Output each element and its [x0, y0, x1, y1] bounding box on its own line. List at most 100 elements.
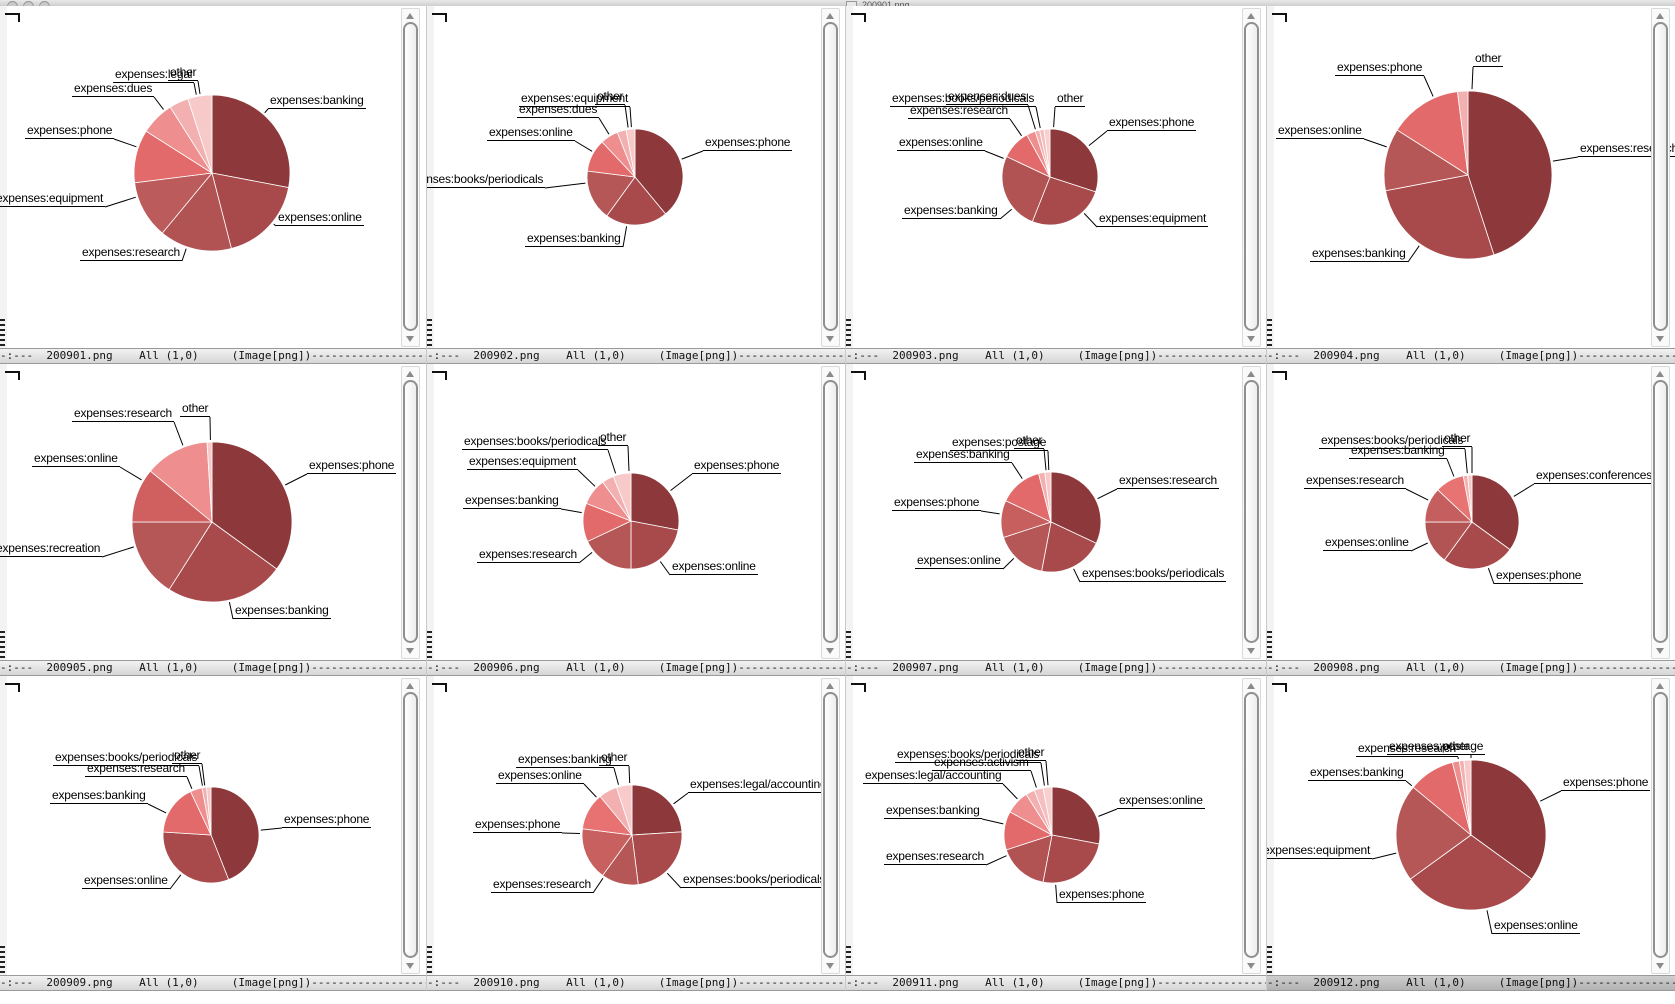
pie-slice: [606, 176, 667, 226]
scrollbar[interactable]: [821, 366, 840, 659]
label-leader-line: [980, 510, 1000, 515]
mode-line[interactable]: -:--- 200902.png All (1,0) (Image[png])-…: [427, 348, 846, 364]
image-corner-mark: [851, 13, 866, 22]
window-title: 200901.png: [862, 0, 910, 7]
mode-line[interactable]: -:--- 200908.png All (1,0) (Image[png])-…: [1267, 660, 1675, 676]
scrollbar-thumb[interactable]: [1244, 22, 1259, 331]
scrollbar[interactable]: [1242, 678, 1261, 974]
scrollbar-thumb[interactable]: [1653, 22, 1668, 331]
scroll-down-icon[interactable]: [1247, 336, 1255, 342]
mode-line[interactable]: -:--- 200909.png All (1,0) (Image[png])-…: [0, 975, 426, 991]
scroll-up-icon[interactable]: [1247, 13, 1255, 19]
editor-window[interactable]: expenses:postage other expenses:banking exp…: [845, 364, 1267, 676]
label-leader-line: [1045, 760, 1049, 786]
pie-slice: [161, 172, 232, 252]
scrollbar-thumb[interactable]: [403, 692, 418, 958]
minimize-window-icon[interactable]: [23, 1, 34, 6]
scrollbar[interactable]: [821, 8, 840, 347]
scrollbar[interactable]: [821, 678, 840, 974]
editor-window[interactable]: expenses:books/periodicals other expenses:…: [0, 676, 426, 991]
scrollbar-thumb[interactable]: [1244, 692, 1259, 958]
left-fringe: [1267, 364, 1274, 660]
editor-window[interactable]: expenses:banking other expenses:online expe…: [426, 676, 846, 991]
mode-line[interactable]: -:--- 200910.png All (1,0) (Image[png])-…: [427, 975, 846, 991]
scroll-down-icon[interactable]: [406, 336, 414, 342]
close-window-icon[interactable]: [7, 1, 18, 6]
editor-window[interactable]: expenses:books/periodicals other expenses:…: [845, 676, 1267, 991]
scrollbar[interactable]: [1651, 678, 1670, 974]
scrollbar[interactable]: [1242, 366, 1261, 659]
label-leader-line: [1513, 483, 1535, 497]
scroll-up-icon[interactable]: [406, 13, 414, 19]
scroll-up-icon[interactable]: [406, 371, 414, 377]
scrollbar[interactable]: [401, 678, 420, 974]
slice-label: expenses:banking: [884, 803, 982, 819]
scrollbar-thumb[interactable]: [403, 22, 418, 331]
slice-label: expenses:phone: [25, 123, 115, 139]
pie-slice: [1042, 834, 1100, 884]
label-leader-line: [260, 827, 283, 831]
scroll-down-icon[interactable]: [826, 336, 834, 342]
editor-window[interactable]: expenses:equipment other expenses:dues expe…: [426, 6, 846, 364]
scrollbar-thumb[interactable]: [1244, 380, 1259, 643]
scrollbar[interactable]: [401, 366, 420, 659]
mode-line[interactable]: -:--- 200911.png All (1,0) (Image[png])-…: [846, 975, 1267, 991]
scroll-up-icon[interactable]: [826, 13, 834, 19]
zoom-window-icon[interactable]: [39, 1, 50, 6]
editor-window[interactable]: expenses:research other expenses:online exp…: [0, 364, 426, 676]
scroll-down-icon[interactable]: [826, 963, 834, 969]
pie-slice: [131, 521, 213, 591]
editor-window[interactable]: expenses:research expenses:postage other ex…: [1266, 676, 1675, 991]
scrollbar-thumb[interactable]: [1653, 692, 1668, 958]
scroll-down-icon[interactable]: [1247, 963, 1255, 969]
scroll-up-icon[interactable]: [1656, 683, 1664, 689]
scroll-down-icon[interactable]: [406, 963, 414, 969]
label-leader-line: [1098, 808, 1118, 817]
scroll-down-icon[interactable]: [1247, 648, 1255, 654]
slice-label: expenses:postage: [950, 435, 1049, 451]
mode-line[interactable]: -:--- 200905.png All (1,0) (Image[png])-…: [0, 660, 426, 676]
scroll-down-icon[interactable]: [826, 648, 834, 654]
mode-line[interactable]: -:--- 200912.png All (1,0) (Image[png])-…: [1267, 975, 1675, 991]
scrollbar-thumb[interactable]: [823, 692, 838, 958]
editor-window[interactable]: expenses:books/periodicals other expenses:…: [1266, 364, 1675, 676]
scrollbar[interactable]: [1651, 8, 1670, 347]
scroll-up-icon[interactable]: [1656, 371, 1664, 377]
mode-line[interactable]: -:--- 200901.png All (1,0) (Image[png])-…: [0, 348, 426, 364]
scrollbar-thumb[interactable]: [823, 22, 838, 331]
scroll-down-icon[interactable]: [1656, 963, 1664, 969]
label-leader-line: [1083, 213, 1098, 228]
scroll-down-icon[interactable]: [1656, 648, 1664, 654]
scroll-up-icon[interactable]: [826, 683, 834, 689]
scrollbar[interactable]: [1242, 8, 1261, 347]
pie-chart: [1363, 66, 1579, 263]
scrollbar[interactable]: [401, 8, 420, 347]
scrollbar-thumb[interactable]: [823, 380, 838, 643]
mode-line[interactable]: -:--- 200904.png All (1,0) (Image[png])-…: [1267, 348, 1675, 364]
scroll-up-icon[interactable]: [1247, 683, 1255, 689]
mode-line[interactable]: -:--- 200906.png All (1,0) (Image[png])-…: [427, 660, 846, 676]
pie-slice: [586, 170, 636, 217]
editor-window[interactable]: other expenses:phone expenses:online expens…: [1266, 6, 1675, 364]
editor-window[interactable]: expenses:books/periodicals other expenses:…: [426, 364, 846, 676]
mode-line[interactable]: -:--- 200907.png All (1,0) (Image[png])-…: [846, 660, 1267, 676]
pie-slice: [1396, 91, 1469, 176]
pie-slice: [1383, 129, 1470, 192]
scroll-down-icon[interactable]: [1656, 336, 1664, 342]
scroll-up-icon[interactable]: [406, 683, 414, 689]
pie-slice: [616, 784, 633, 836]
label-leader-line: [666, 872, 682, 889]
scrollbar-thumb[interactable]: [1653, 380, 1668, 643]
scroll-down-icon[interactable]: [406, 648, 414, 654]
scrollbar[interactable]: [1651, 366, 1670, 659]
pie-chart: [1405, 447, 1535, 585]
editor-window[interactable]: expenses:legal other expenses:dues expenses…: [0, 6, 426, 364]
mode-line[interactable]: -:--- 200903.png All (1,0) (Image[png])-…: [846, 348, 1267, 364]
editor-window[interactable]: expenses:books/periodicals expenses:dues o…: [845, 6, 1267, 364]
scroll-up-icon[interactable]: [1247, 371, 1255, 377]
label-leader-line: [1073, 568, 1081, 583]
scrollbar-thumb[interactable]: [403, 380, 418, 643]
minibuffer[interactable]: Type C-c C-c to view as text.: [0, 991, 1675, 1004]
scroll-up-icon[interactable]: [826, 371, 834, 377]
scroll-up-icon[interactable]: [1656, 13, 1664, 19]
